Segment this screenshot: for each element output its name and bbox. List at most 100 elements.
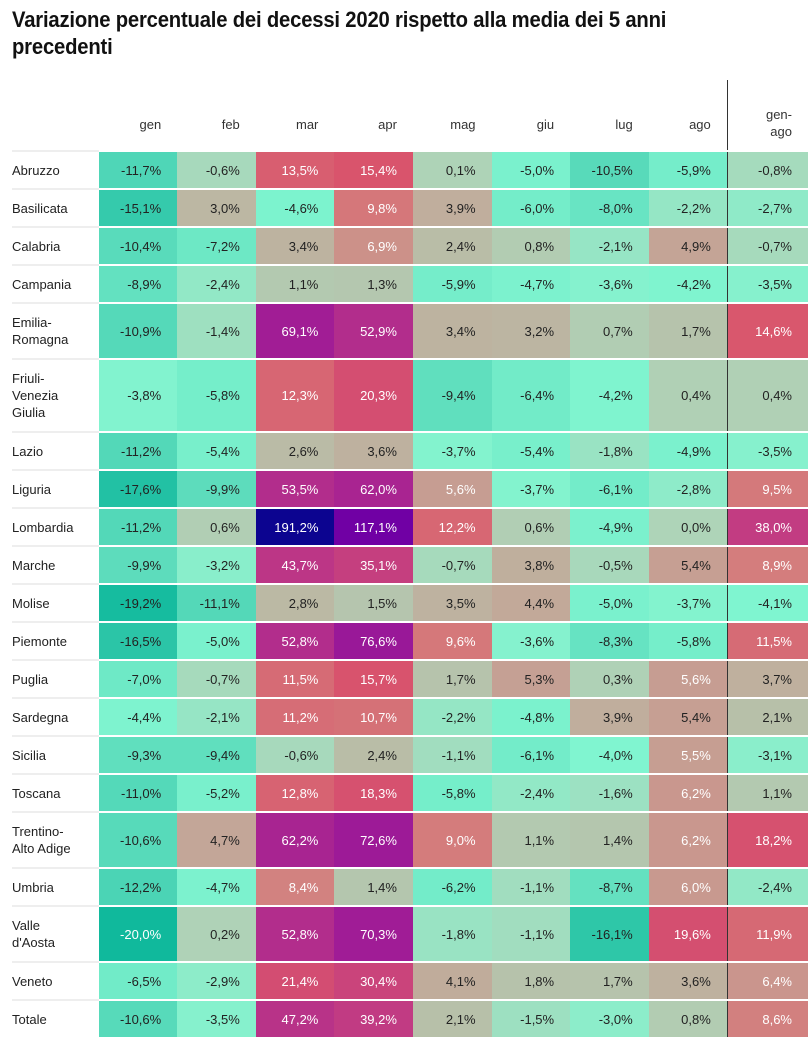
heatmap-cell-apr: 1,3% bbox=[334, 264, 413, 303]
heatmap-cell-mag: -3,7% bbox=[412, 431, 492, 470]
heatmap-cell-mar: -0,6% bbox=[255, 735, 335, 774]
heatmap-cell-mag: 2,1% bbox=[412, 999, 492, 1037]
heatmap-cell-apr: 72,6% bbox=[334, 811, 413, 868]
region-label: Calabria bbox=[12, 226, 99, 265]
table-row: Liguria -17,6% -9,9% 53,5% 62,0% 5,6% -3,7% -6,… bbox=[12, 469, 808, 508]
heatmap-cell-apr: 15,4% bbox=[334, 150, 413, 189]
heatmap-cell-gen-ago: -3,1% bbox=[726, 735, 808, 774]
heatmap-cell-feb: -9,9% bbox=[177, 469, 256, 508]
table-row: Lombardia -11,2% 0,6% 191,2% 117,1% 12,2% 0,6%… bbox=[12, 507, 808, 546]
region-label-line: Trentino- bbox=[12, 824, 64, 839]
heatmap-cell-apr: 35,1% bbox=[334, 545, 413, 584]
heatmap-cell-gen-ago: 11,9% bbox=[726, 905, 808, 962]
column-header-gen-ago-line1: gen- bbox=[765, 107, 792, 122]
heatmap-cell-apr: 10,7% bbox=[334, 697, 413, 736]
column-header-gen: gen bbox=[139, 117, 162, 132]
region-label-line: Friuli- bbox=[12, 371, 45, 386]
heatmap-cell-mar: 52,8% bbox=[255, 621, 335, 660]
heatmap-cell-ago: 6,2% bbox=[648, 773, 728, 812]
heatmap-cell-mag: 0,1% bbox=[412, 150, 492, 189]
heatmap-cell-gen: -3,8% bbox=[98, 358, 178, 432]
heatmap-cell-lug: -4,9% bbox=[570, 507, 649, 546]
heatmap-cell-mar: 21,4% bbox=[255, 961, 335, 1000]
heatmap-cell-gen-ago: -2,7% bbox=[726, 188, 808, 227]
table-row: Sicilia -9,3% -9,4% -0,6% 2,4% -1,1% -6,1% -4,0… bbox=[12, 735, 808, 774]
heatmap-cell-mag: 4,1% bbox=[412, 961, 492, 1000]
heatmap-cell-ago: 6,0% bbox=[648, 867, 728, 906]
heatmap-cell-feb: -2,9% bbox=[177, 961, 256, 1000]
heatmap-cell-apr: 76,6% bbox=[334, 621, 413, 660]
table-row: Emilia- Romagna -10,9% -1,4% 69,1% 52,9% 3,4% 3… bbox=[12, 302, 808, 359]
heatmap-cell-giu: -4,7% bbox=[491, 264, 571, 303]
heatmap-cell-apr: 70,3% bbox=[334, 905, 413, 962]
heatmap-cell-gen-ago: 0,4% bbox=[726, 358, 808, 432]
region-label: Piemonte bbox=[12, 621, 99, 660]
heatmap-cell-lug: -4,0% bbox=[570, 735, 649, 774]
heatmap-cell-apr: 52,9% bbox=[334, 302, 413, 359]
heatmap-cell-lug: -1,8% bbox=[570, 431, 649, 470]
heatmap-cell-mag: 1,7% bbox=[412, 659, 492, 698]
heatmap-cell-mar: 8,4% bbox=[255, 867, 335, 906]
heatmap-cell-mag: -9,4% bbox=[412, 358, 492, 432]
heatmap-cell-feb: 0,6% bbox=[177, 507, 256, 546]
heatmap-cell-mag: 12,2% bbox=[412, 507, 492, 546]
heatmap-cell-lug: -5,0% bbox=[570, 583, 649, 622]
heatmap-cell-mag: 9,0% bbox=[412, 811, 492, 868]
heatmap-cell-mag: 3,9% bbox=[412, 188, 492, 227]
region-label: Totale bbox=[12, 999, 99, 1037]
heatmap-cell-ago: -4,2% bbox=[648, 264, 728, 303]
table-row: Molise -19,2% -11,1% 2,8% 1,5% 3,5% 4,4% -5,0% -… bbox=[12, 583, 808, 622]
region-label: Umbria bbox=[12, 867, 99, 906]
region-label: Molise bbox=[12, 583, 99, 622]
heatmap-cell-ago: -5,9% bbox=[648, 150, 728, 189]
heatmap-cell-lug: -6,1% bbox=[570, 469, 649, 508]
region-label-line: Puglia bbox=[12, 671, 49, 687]
heatmap-cell-gen: -9,9% bbox=[98, 545, 178, 584]
heatmap-cell-mag: 3,5% bbox=[412, 583, 492, 622]
heatmap-cell-gen: -10,9% bbox=[98, 302, 178, 359]
region-label-line: Emilia- bbox=[12, 315, 52, 330]
heatmap-cell-feb: -5,8% bbox=[177, 358, 256, 432]
table-row: Friuli- Venezia Giulia -3,8% -5,8% 12,3% 20,3%… bbox=[12, 358, 808, 432]
heatmap-cell-ago: -2,2% bbox=[648, 188, 728, 227]
heatmap-cell-apr: 9,8% bbox=[334, 188, 413, 227]
heatmap-cell-lug: -0,5% bbox=[570, 545, 649, 584]
heatmap-cell-giu: 1,1% bbox=[491, 811, 571, 868]
region-label-line: Venezia bbox=[12, 388, 59, 403]
heatmap-cell-gen: -7,0% bbox=[98, 659, 178, 698]
heatmap-cell-gen: -19,2% bbox=[98, 583, 178, 622]
heatmap-cell-giu: -4,8% bbox=[491, 697, 571, 736]
heatmap-cell-mar: 52,8% bbox=[255, 905, 335, 962]
column-header-lug: lug bbox=[615, 117, 633, 132]
heatmap-cell-apr: 62,0% bbox=[334, 469, 413, 508]
heatmap-cell-giu: 3,8% bbox=[491, 545, 571, 584]
region-label: Basilicata bbox=[12, 188, 99, 227]
region-label: Toscana bbox=[12, 773, 99, 812]
heatmap-cell-feb: -5,4% bbox=[177, 431, 256, 470]
region-label-line: Totale bbox=[12, 1011, 47, 1027]
heatmap-cell-mag: -1,1% bbox=[412, 735, 492, 774]
column-header-giu: giu bbox=[536, 117, 555, 132]
region-label-line: Sardegna bbox=[12, 709, 69, 725]
heatmap-cell-mag: 5,6% bbox=[412, 469, 492, 508]
table-row: Umbria -12,2% -4,7% 8,4% 1,4% -6,2% -1,1% -8,7%… bbox=[12, 867, 808, 906]
region-label: Sardegna bbox=[12, 697, 99, 736]
heatmap-cell-mar: 43,7% bbox=[255, 545, 335, 584]
heatmap-cell-ago: 5,4% bbox=[648, 545, 728, 584]
region-label-line: Campania bbox=[12, 276, 72, 292]
heatmap-cell-mar: 62,2% bbox=[255, 811, 335, 868]
region-label: Veneto bbox=[12, 961, 99, 1000]
region-label-line: Piemonte bbox=[12, 633, 67, 649]
column-header-gen-ago-line2: ago bbox=[770, 124, 792, 139]
region-label: Puglia bbox=[12, 659, 99, 698]
heatmap-cell-giu: -2,4% bbox=[491, 773, 571, 812]
chart-title: Variazione percentuale dei decessi 2020 … bbox=[12, 7, 667, 59]
table-row: Marche -9,9% -3,2% 43,7% 35,1% -0,7% 3,8% -0,5%… bbox=[12, 545, 808, 584]
heatmap-cell-gen-ago: 8,9% bbox=[726, 545, 808, 584]
region-label: Sicilia bbox=[12, 735, 99, 774]
heatmap-cell-apr: 2,4% bbox=[334, 735, 413, 774]
table-row: Puglia -7,0% -0,7% 11,5% 15,7% 1,7% 5,3% 0,3% 5,… bbox=[12, 659, 808, 698]
heatmap-cell-mar: 11,5% bbox=[255, 659, 335, 698]
heatmap-cell-gen: -9,3% bbox=[98, 735, 178, 774]
heatmap-cell-mag: -6,2% bbox=[412, 867, 492, 906]
